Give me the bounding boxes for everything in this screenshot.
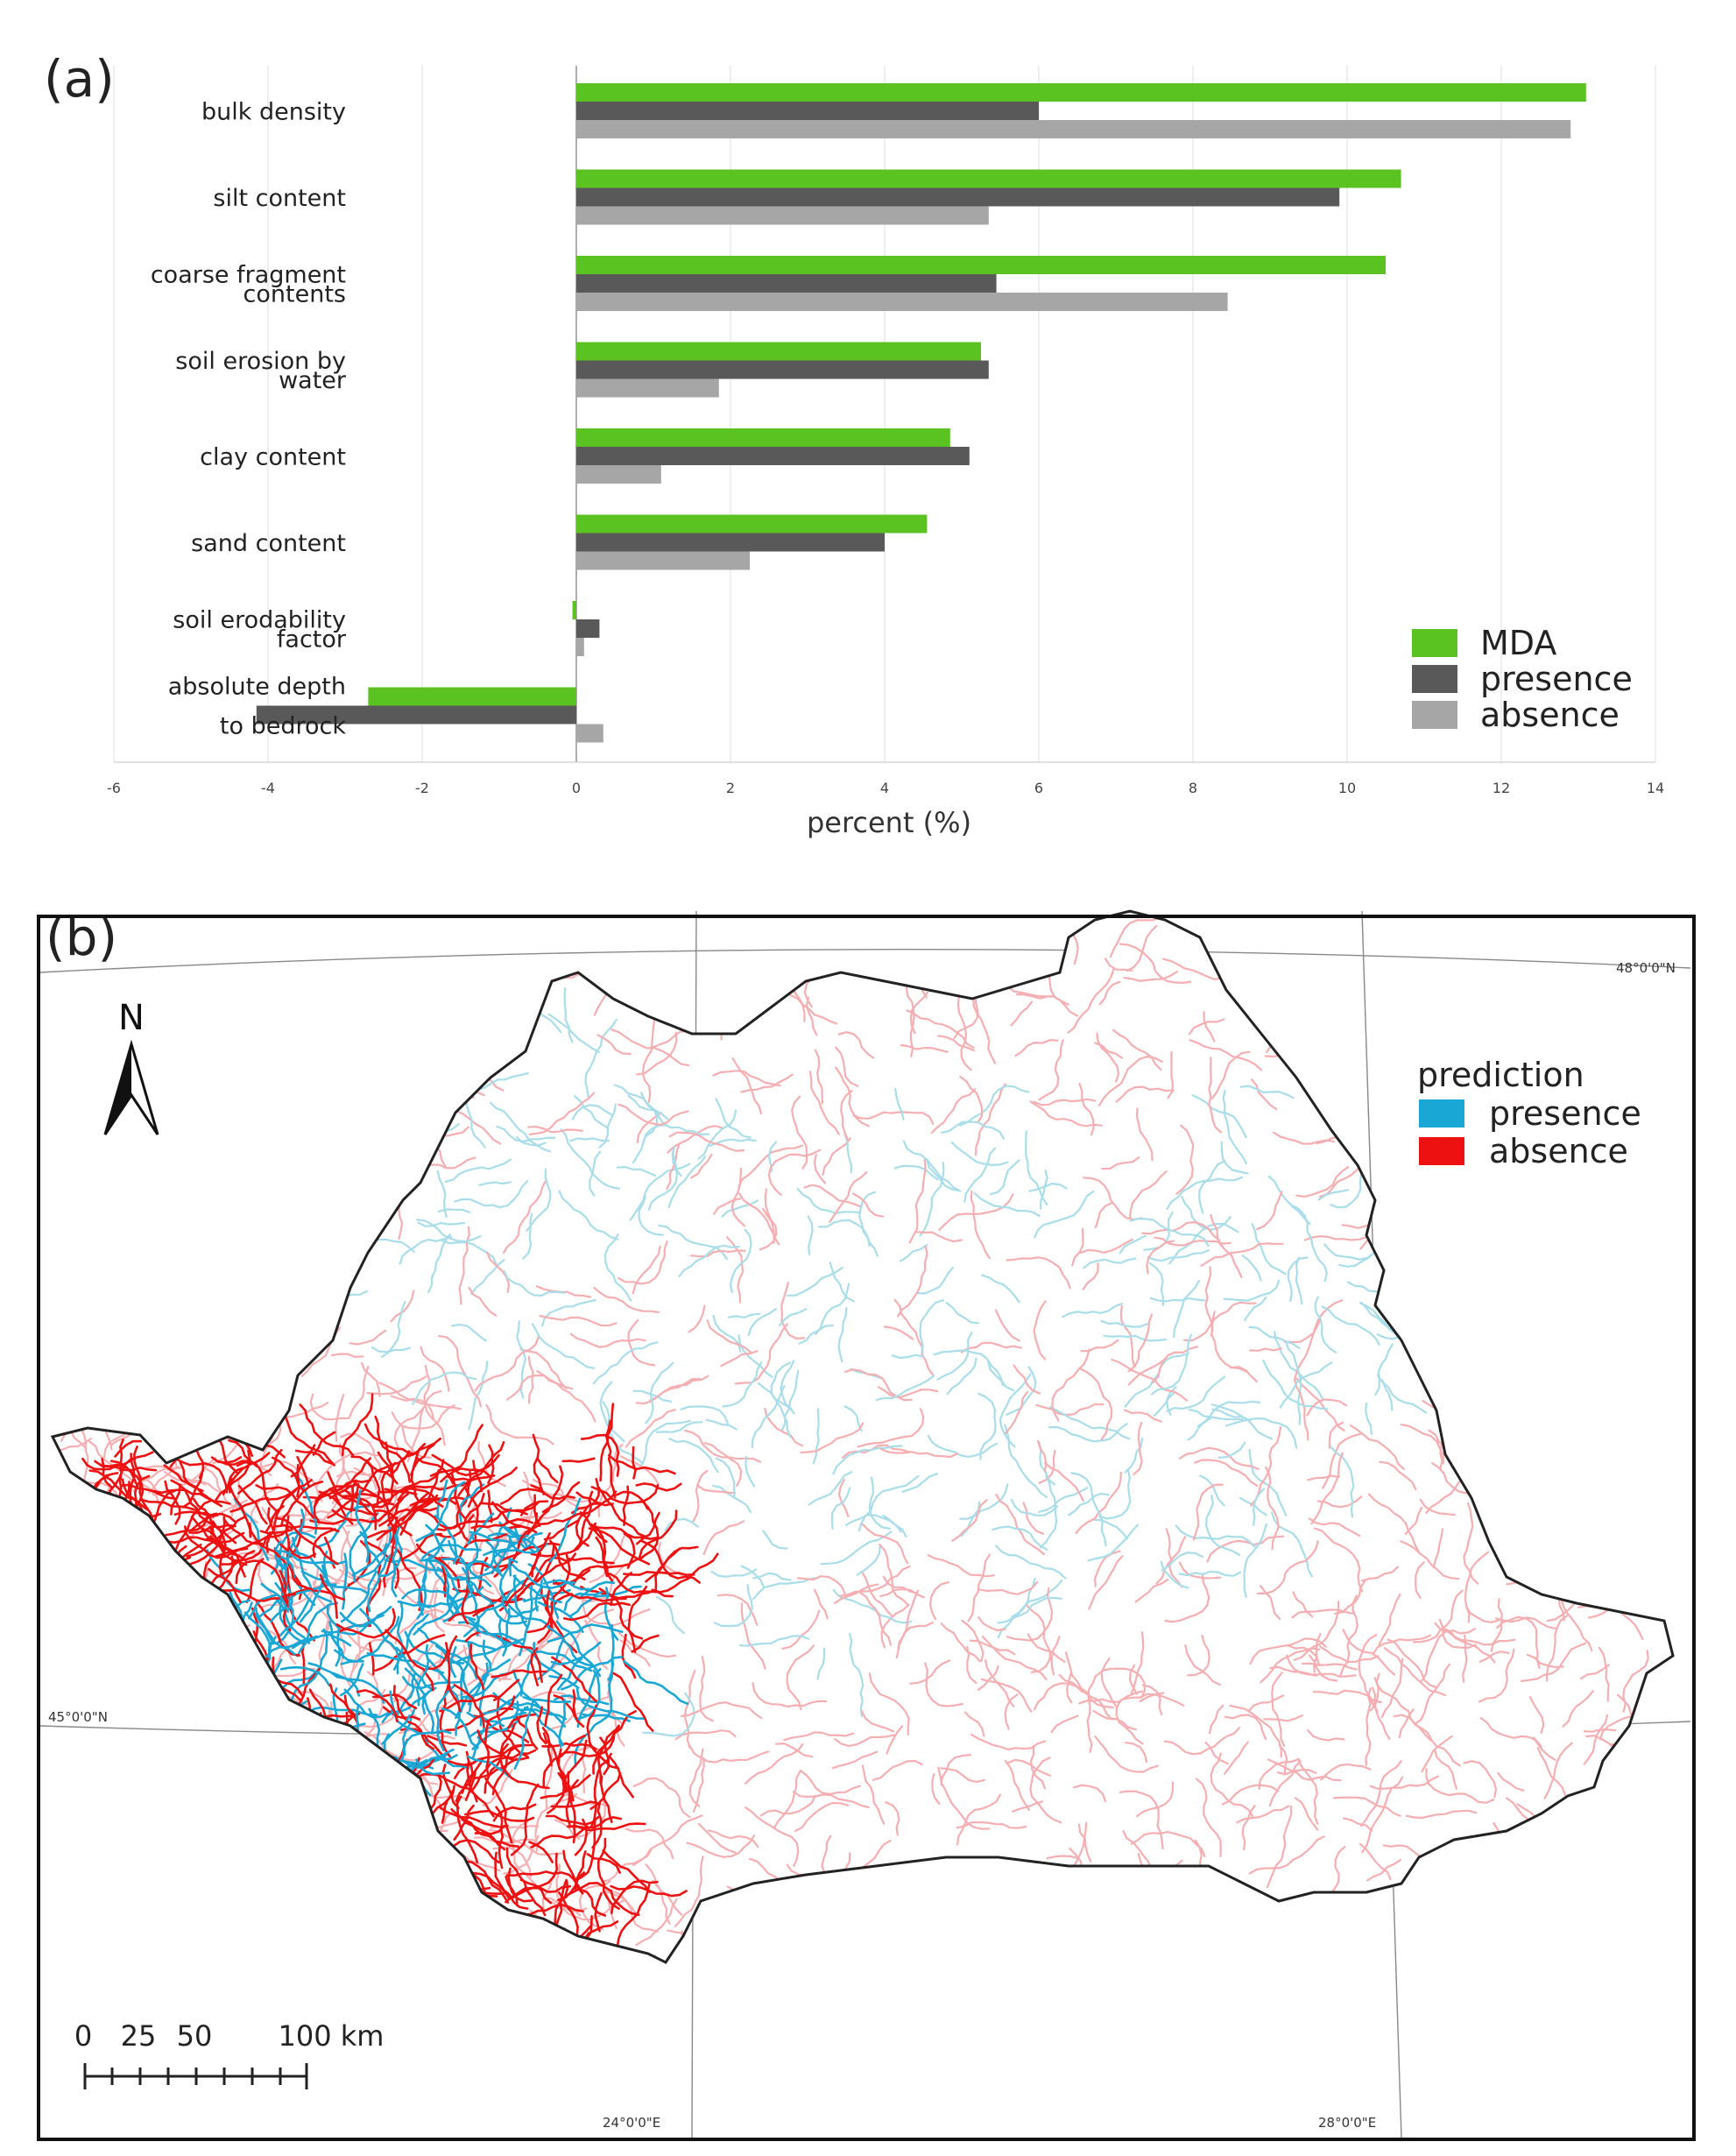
x-tick-label: 8 xyxy=(1189,780,1197,796)
category-label: absolute depth xyxy=(168,674,346,701)
importance-bar-chart: (a) bulk density silt content coarse fragm… xyxy=(44,49,1664,839)
bar-presence-6 xyxy=(576,619,600,638)
category-label: water xyxy=(279,367,347,394)
bar-MDA-0 xyxy=(576,83,1586,102)
bar-absence-2 xyxy=(576,293,1228,311)
legend-label-presence: presence xyxy=(1480,660,1633,698)
chart-bars xyxy=(256,83,1586,743)
map-legend: prediction presence absence xyxy=(1417,1056,1641,1170)
bar-MDA-1 xyxy=(576,169,1401,188)
legend-label-MDA: MDA xyxy=(1480,624,1556,662)
prediction-map: (b) 48°0'0"N 45°0'0"N 24°0'0"E 28°0'0"E … xyxy=(37,908,1696,2141)
x-axis-label: percent (%) xyxy=(807,806,971,839)
north-label: N xyxy=(118,998,145,1038)
legend-swatch-MDA xyxy=(1412,629,1457,657)
category-label: bulk density xyxy=(201,99,346,126)
bar-absence-0 xyxy=(576,120,1571,138)
category-label: soil erodability xyxy=(173,607,346,634)
lon-label-left: 24°0'0"E xyxy=(603,2115,660,2131)
bar-absence-1 xyxy=(576,206,989,225)
north-arrow: N xyxy=(103,998,159,1135)
x-tick-label: 12 xyxy=(1493,780,1510,796)
legend-label-absence: absence xyxy=(1489,1132,1628,1170)
bar-presence-7 xyxy=(256,705,576,725)
bar-MDA-5 xyxy=(576,514,928,534)
panel-label-a: (a) xyxy=(44,49,115,109)
scale-label-50: 50 xyxy=(177,2019,213,2053)
bar-absence-5 xyxy=(576,551,750,570)
category-label: contents xyxy=(243,281,346,308)
bar-presence-3 xyxy=(576,360,989,379)
x-tick-label: -6 xyxy=(107,780,121,796)
prediction-map-panel: (b) 48°0'0"N 45°0'0"N 24°0'0"E 28°0'0"E … xyxy=(0,885,1736,2152)
x-tick-label: 14 xyxy=(1647,780,1664,796)
legend-label-absence: absence xyxy=(1480,696,1620,734)
bar-presence-5 xyxy=(576,533,885,552)
country-border xyxy=(50,909,1675,1964)
bar-presence-1 xyxy=(576,187,1340,207)
bar-presence-2 xyxy=(576,274,997,293)
x-tick-label: 6 xyxy=(1034,780,1043,796)
lon-label-right: 28°0'0"E xyxy=(1318,2115,1376,2131)
x-tick-label: 0 xyxy=(572,780,581,796)
x-tick-label: 4 xyxy=(880,780,889,796)
x-tick-label: -4 xyxy=(261,780,275,796)
legend-swatch-presence xyxy=(1412,665,1457,693)
scale-label-0: 0 xyxy=(74,2019,92,2053)
map-frame xyxy=(37,915,1696,2141)
category-label: soil erosion by xyxy=(175,348,346,375)
bar-MDA-3 xyxy=(576,342,981,361)
map-legend-title: prediction xyxy=(1417,1056,1584,1094)
category-label: coarse fragment xyxy=(151,262,346,289)
legend-swatch-absence xyxy=(1412,701,1457,729)
legend-label-presence: presence xyxy=(1489,1094,1641,1133)
category-label: sand content xyxy=(191,530,346,557)
scale-label-25: 25 xyxy=(121,2019,157,2053)
bar-MDA-2 xyxy=(576,256,1386,274)
x-tick-label: -2 xyxy=(415,780,429,796)
x-tick-label: 2 xyxy=(726,780,735,796)
category-label: factor xyxy=(277,626,347,654)
importance-chart-panel: (a) bulk density silt content coarse fragm… xyxy=(0,0,1736,885)
scale-label-100: 100 km xyxy=(279,2019,385,2053)
x-tick-labels: -6 -4 -2 0 2 4 6 8 10 12 14 xyxy=(107,780,1664,796)
lat-label-top: 48°0'0"N xyxy=(1616,960,1676,976)
bar-presence-0 xyxy=(576,102,1039,120)
bar-absence-7 xyxy=(576,724,603,743)
bar-absence-3 xyxy=(576,378,719,398)
bar-MDA-7 xyxy=(368,687,576,706)
category-label: clay content xyxy=(200,444,346,471)
bar-absence-4 xyxy=(576,465,661,484)
scale-bar: 0 25 50 100 km xyxy=(74,2019,385,2089)
x-tick-label: 10 xyxy=(1338,780,1356,796)
bar-MDA-6 xyxy=(572,601,576,619)
lat-label-mid: 45°0'0"N xyxy=(48,1709,108,1725)
bar-presence-4 xyxy=(576,447,970,465)
bar-absence-6 xyxy=(576,638,584,656)
category-label: to bedrock xyxy=(220,713,346,740)
category-label: silt content xyxy=(213,185,346,212)
legend-swatch-absence xyxy=(1419,1137,1464,1165)
legend-swatch-presence xyxy=(1419,1099,1464,1127)
bar-MDA-4 xyxy=(576,428,950,447)
